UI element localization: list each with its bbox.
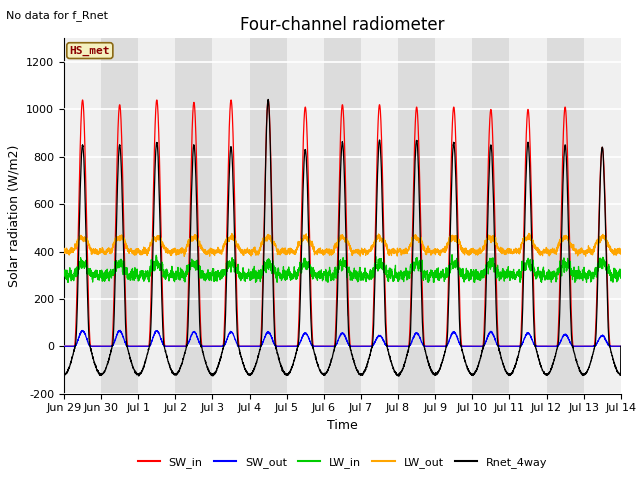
Text: HS_met: HS_met [70, 46, 110, 56]
Bar [101, 38, 138, 394]
Bar [250, 38, 287, 394]
Bar [324, 38, 361, 394]
X-axis label: Time: Time [327, 419, 358, 432]
Title: Four-channel radiometer: Four-channel radiometer [240, 16, 445, 34]
Legend: SW_in, SW_out, LW_in, LW_out, Rnet_4way: SW_in, SW_out, LW_in, LW_out, Rnet_4way [133, 453, 552, 472]
Y-axis label: Solar radiation (W/m2): Solar radiation (W/m2) [8, 145, 20, 287]
Bar [175, 38, 212, 394]
Text: No data for f_Rnet: No data for f_Rnet [6, 10, 108, 21]
Bar [398, 38, 435, 394]
Bar [472, 38, 509, 394]
Bar [547, 38, 584, 394]
